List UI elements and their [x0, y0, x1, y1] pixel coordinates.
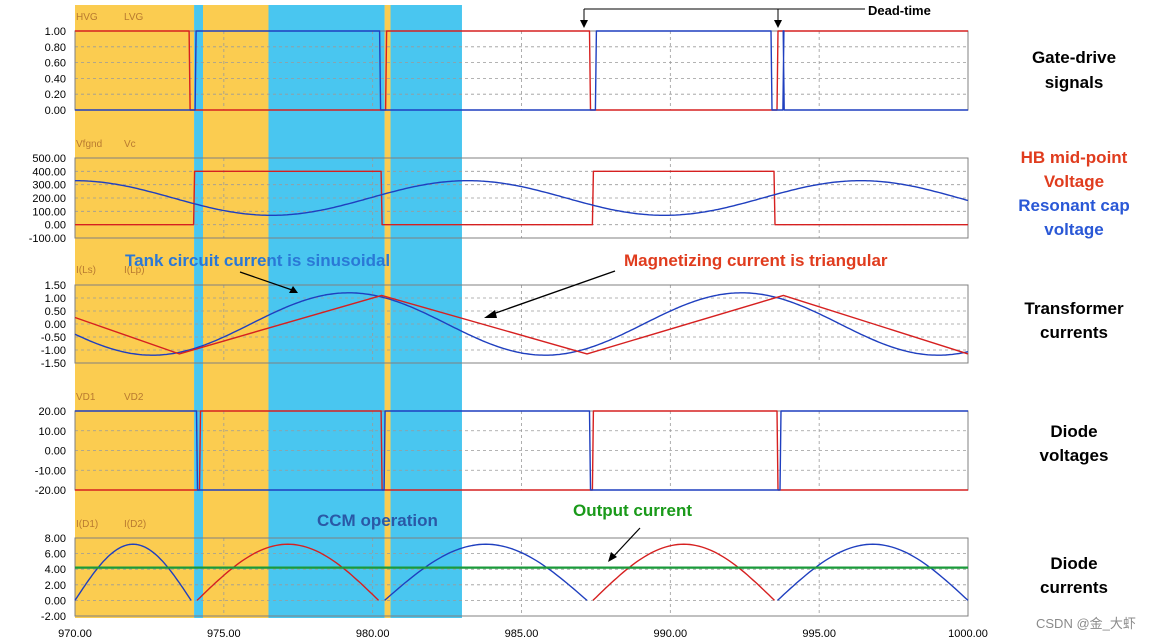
- series-i-d2--line: [74, 543, 969, 601]
- y-tick-label: 0.00: [45, 595, 66, 607]
- series-name-label: Vc: [124, 139, 136, 150]
- x-tick-label: 980.00: [356, 628, 390, 640]
- y-tick-label: -10.00: [35, 465, 66, 477]
- x-tick-label: 990.00: [654, 628, 688, 640]
- panel-frame: [74, 157, 969, 239]
- series-i-lp--line: [74, 294, 969, 355]
- x-tick-label: 970.00: [58, 628, 92, 640]
- shaded-region: [390, 5, 462, 618]
- y-tick-label: 1.00: [45, 26, 66, 38]
- panel-gate: 1.00 0.80 0.60 0.40 0.20 0.00 HVG LVG: [45, 12, 969, 117]
- series-vfgnd-line: [75, 170, 968, 226]
- y-tick-label: 0.00: [45, 446, 66, 458]
- series-name-label: Vfgnd: [76, 139, 102, 150]
- plot-panels: 1.00 0.80 0.60 0.40 0.20 0.00 HVG LVG 500.00400.…: [29, 12, 969, 623]
- series-name-label: LVG: [124, 12, 143, 23]
- panel-title-line: HB mid-point: [1021, 148, 1128, 167]
- panel-title-line: signals: [1045, 73, 1104, 92]
- y-tick-label: 500.00: [32, 153, 66, 165]
- y-tick-label: 0.00: [45, 220, 66, 232]
- y-tick-label: 10.00: [38, 426, 66, 438]
- y-tick-label: 400.00: [32, 166, 66, 178]
- panel-frame: [74, 537, 969, 617]
- magnetizing-annotation: Magnetizing current is triangular: [484, 251, 888, 318]
- series-name-label: VD1: [76, 392, 96, 403]
- panel-frame: [74, 284, 969, 364]
- series-name-label: HVG: [76, 12, 98, 23]
- series-i-ls--line: [74, 292, 969, 356]
- y-tick-label: 0.00: [45, 319, 66, 331]
- y-tick-label: -2.00: [41, 611, 66, 623]
- y-tick-label: -0.50: [41, 332, 66, 344]
- dead-time-label: Dead-time: [868, 3, 931, 18]
- panel-title-line: Transformer: [1024, 299, 1124, 318]
- panel-cur: 1.501.000.500.00-0.50-1.00-1.50 I(Ls) I(Lp…: [41, 265, 969, 370]
- series-vd1-line: [75, 410, 968, 491]
- panel-title-line: voltages: [1040, 446, 1109, 465]
- series-name-label: I(D2): [124, 519, 146, 530]
- panel-titles: Gate-drive signals HB mid-point Voltage Reso…: [1018, 48, 1129, 597]
- magnetizing-current-label: Magnetizing current is triangular: [624, 251, 888, 270]
- y-tick-label: 4.00: [45, 564, 66, 576]
- y-tick-label: -100.00: [29, 233, 66, 245]
- y-tick-label: 6.00: [45, 549, 66, 561]
- y-tick-label: 20.00: [38, 406, 66, 418]
- shaded-region: [202, 5, 269, 618]
- panel-title-line: voltage: [1044, 220, 1104, 239]
- panel-diode_v: 20.00 10.00 0.00 -10.00 -20.00 VD1 VD2: [35, 392, 969, 497]
- shaded-region: [194, 5, 203, 618]
- y-tick-label: 0.00: [45, 105, 66, 117]
- shaded-regions: [75, 5, 462, 618]
- output-current-annotation: Output current: [573, 501, 692, 562]
- series-name-label: I(Ls): [76, 265, 96, 276]
- series-hvg-line: [75, 30, 968, 111]
- x-tick-label: 985.00: [505, 628, 539, 640]
- y-tick-label: -20.00: [35, 485, 66, 497]
- y-tick-label: 1.50: [45, 280, 66, 292]
- y-tick-label: 100.00: [32, 206, 66, 218]
- y-tick-label: 200.00: [32, 193, 66, 205]
- panel-title-line: currents: [1040, 578, 1108, 597]
- shaded-region: [75, 5, 195, 618]
- tank-annotation: Tank circuit current is sinusoidal: [125, 251, 390, 293]
- x-tick-label: 995.00: [802, 628, 836, 640]
- y-tick-label: 0.60: [45, 58, 66, 70]
- series-vd2-line: [75, 410, 968, 491]
- shaded-region: [384, 5, 391, 618]
- x-tick-label: 1000.00: [948, 628, 988, 640]
- y-tick-label: 2.00: [45, 580, 66, 592]
- y-tick-label: -1.00: [41, 345, 66, 357]
- tank-current-label: Tank circuit current is sinusoidal: [125, 251, 390, 270]
- y-tick-label: 0.20: [45, 89, 66, 101]
- panel-title-line: Resonant cap: [1018, 196, 1129, 215]
- panel-diode_i: 8.00 6.00 4.00 2.00 0.00 -2.00 I(D1) I(D2): [41, 519, 969, 623]
- y-tick-label: 0.50: [45, 306, 66, 318]
- y-tick-label: 0.40: [45, 73, 66, 85]
- y-tick-label: 300.00: [32, 180, 66, 192]
- y-tick-label: 0.80: [45, 42, 66, 54]
- panel-title-line: Gate-drive: [1032, 48, 1116, 67]
- series-i-d1--line: [196, 543, 775, 601]
- series-vc-line: [75, 180, 969, 216]
- panel-title-line: Diode: [1050, 422, 1097, 441]
- dead-time-annotation: Dead-time: [580, 3, 931, 28]
- panel-title-line: Diode: [1050, 554, 1097, 573]
- x-axis: 970.00 975.00 980.00 985.00 990.00 995.00 1000…: [58, 628, 988, 640]
- y-tick-label: -1.50: [41, 358, 66, 370]
- ccm-operation-label: CCM operation: [317, 511, 438, 530]
- output-current-label: Output current: [573, 501, 692, 520]
- y-tick-label: 1.00: [45, 293, 66, 305]
- y-tick-label: 8.00: [45, 533, 66, 545]
- x-tick-label: 975.00: [207, 628, 241, 640]
- panel-title-line: Voltage: [1044, 172, 1104, 191]
- series-name-label: I(Lp): [124, 265, 145, 276]
- series-lvg-line: [75, 30, 968, 111]
- series-name-label: VD2: [124, 392, 144, 403]
- series-name-label: I(D1): [76, 519, 98, 530]
- watermark: CSDN @金_大虾: [1036, 616, 1136, 631]
- panel-title-line: currents: [1040, 323, 1108, 342]
